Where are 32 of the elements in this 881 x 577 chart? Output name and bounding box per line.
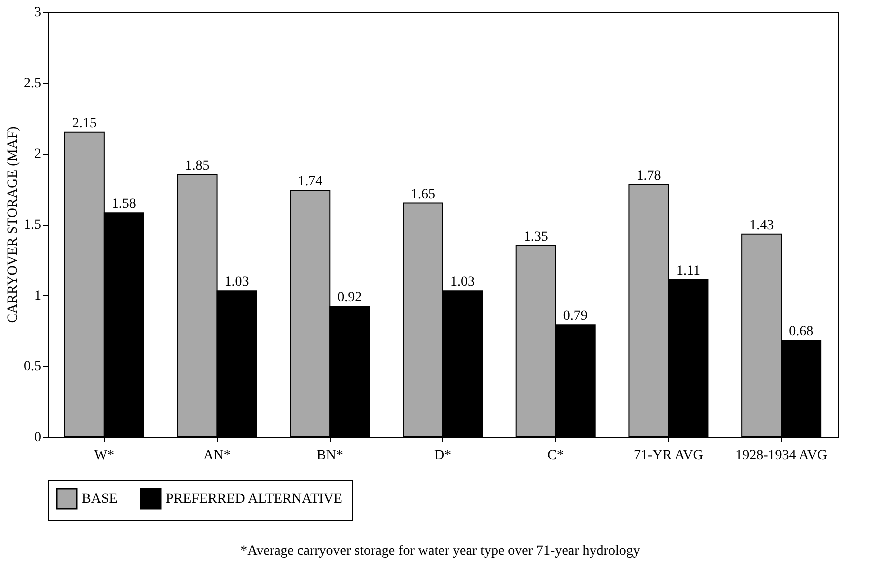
x-tick-label: 71-YR AVG (634, 448, 704, 464)
y-axis-title: CARRYOVER STORAGE (MAF) (6, 126, 21, 324)
data-label: 0.79 (563, 309, 588, 324)
data-label: 1.78 (636, 168, 662, 184)
text: *Average carryover storage for water year type over 71-year hydrology (240, 544, 642, 560)
data-label: 2.15 (72, 116, 97, 132)
y-tick-label: 2.5 (24, 76, 42, 92)
x-tick-label: AN* (204, 448, 231, 464)
data-label: 1.35 (524, 230, 548, 245)
data-label: 1.03 (450, 275, 475, 290)
legend-label: PREFERRED ALTERNATIVE (166, 492, 342, 507)
legend-label: BASE (82, 492, 118, 507)
x-tick-label: 1928-1934 AVG (736, 448, 828, 464)
data-label: 1.65 (411, 187, 436, 202)
x-tick-label: C* (548, 448, 564, 464)
data-label: 0.92 (338, 290, 362, 306)
x-tick-label: D* (434, 448, 452, 464)
data-label: 1.74 (298, 174, 323, 190)
y-tick-label: 2 (34, 147, 42, 162)
y-tick-label: 0 (34, 430, 42, 446)
x-tick-label: BN* (316, 448, 344, 464)
x-tick-label: W* (94, 448, 115, 464)
data-label: 0.68 (789, 324, 814, 340)
y-tick-label: 1.5 (24, 218, 42, 233)
data-label: 1.58 (112, 197, 136, 212)
y-tick-label: 0.5 (24, 360, 42, 375)
data-label: 1.03 (224, 275, 250, 290)
y-tick-label: 3 (34, 6, 42, 20)
y-tick-label: 1 (34, 288, 42, 304)
data-label: 1.85 (185, 158, 210, 174)
data-label: 1.11 (676, 264, 700, 279)
data-label: 1.43 (750, 218, 774, 234)
